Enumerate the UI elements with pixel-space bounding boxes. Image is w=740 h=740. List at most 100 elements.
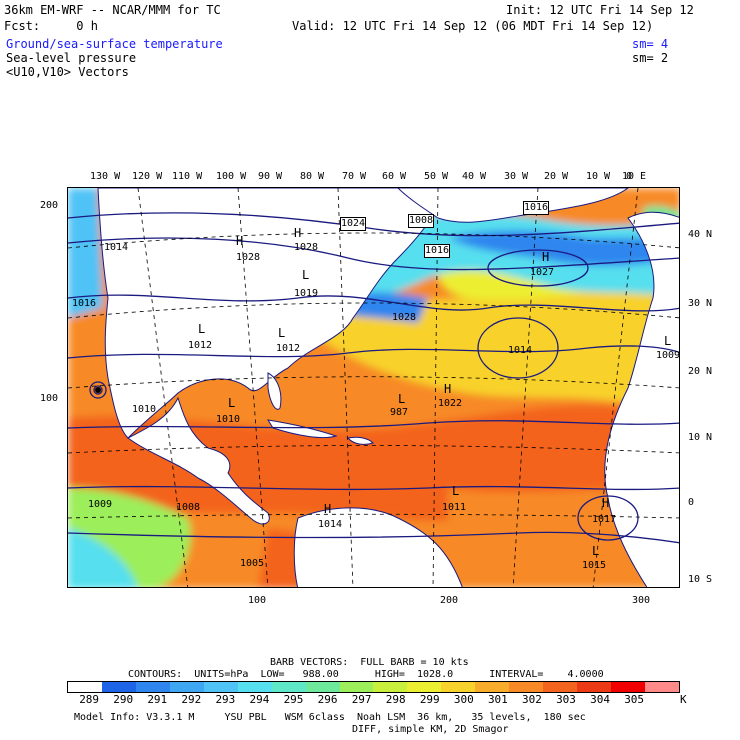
low-marker: L <box>452 484 460 498</box>
grid-x-tick-300: 300 <box>632 595 651 606</box>
field-sst-label: Ground/sea-surface temperature <box>6 37 223 51</box>
pressure-label: 1024 <box>340 217 367 231</box>
forecast-hour: Fcst: 0 h <box>4 19 98 33</box>
pressure-label: 1028 <box>392 312 417 323</box>
colorbar-swatch <box>101 682 136 692</box>
contours-info: CONTOURS: UNITS=hPa LOW= 988.00 HIGH= 10… <box>128 669 604 680</box>
high-marker: H <box>542 250 550 264</box>
longitude-tick: 0 <box>626 171 633 182</box>
pressure-label: 1010 <box>216 414 241 425</box>
grid-x-tick-100: 100 <box>248 595 267 606</box>
grid-y-tick-200: 200 <box>40 200 59 211</box>
latitude-tick: 10 N <box>688 432 713 443</box>
colorbar-swatch <box>475 682 510 692</box>
pressure-label: 1014 <box>104 242 129 253</box>
colorbar-swatch <box>373 682 408 692</box>
low-marker: L <box>198 322 206 336</box>
pressure-label: 1005 <box>240 558 265 569</box>
colorbar-label: 291 <box>147 693 168 706</box>
colorbar-swatch <box>611 682 645 692</box>
longitude-tick: 80 W <box>300 171 325 182</box>
pressure-contours <box>68 212 679 544</box>
high-marker: H <box>294 226 302 240</box>
pressure-label: 1011 <box>442 502 467 513</box>
pressure-label: 1008 <box>176 502 201 513</box>
low-marker: L <box>302 268 310 282</box>
model-info: Model Info: V3.3.1 M YSU PBL WSM 6class … <box>74 712 586 723</box>
model-title: 36km EM-WRF -- NCAR/MMM for TC <box>4 3 221 17</box>
longitude-tick: 10 E <box>622 171 647 182</box>
colorbar-unit: K <box>680 693 687 706</box>
pressure-label: 1016 <box>424 244 451 258</box>
longitude-tick: 10 W <box>586 171 611 182</box>
colorbar-label: 304 <box>590 693 610 706</box>
low-marker: L <box>398 392 406 406</box>
pressure-label: 1015 <box>582 560 607 571</box>
colorbar-label: 302 <box>522 693 542 706</box>
landmass <box>97 188 679 587</box>
colorbar-swatch <box>644 682 679 692</box>
colorbar-label: 300 <box>453 693 474 706</box>
latitude-tick: 20 N <box>688 366 713 377</box>
colorbar-swatch <box>203 682 238 692</box>
map-svg <box>68 188 679 587</box>
pressure-label: 1014 <box>508 345 533 356</box>
colorbar-swatch <box>339 682 374 692</box>
colorbar-label: 294 <box>249 693 270 706</box>
high-marker: H <box>324 502 332 516</box>
colorbar-label: 298 <box>385 693 406 706</box>
colorbar-label: 296 <box>317 693 338 706</box>
pressure-label: 1009 <box>656 350 680 361</box>
longitude-tick: 30 W <box>504 171 529 182</box>
pressure-label: 1016 <box>72 298 97 309</box>
colorbar-swatch <box>509 682 544 692</box>
colorbar-label: 301 <box>487 693 508 706</box>
high-marker: H <box>444 382 452 396</box>
low-marker: L <box>228 396 236 410</box>
colorbar-label: 299 <box>419 693 440 706</box>
init-time: Init: 12 UTC Fri 14 Sep 12 <box>506 3 694 17</box>
valid-time: Valid: 12 UTC Fri 14 Sep 12 (06 MDT Fri … <box>292 19 654 33</box>
pressure-label: 1017 <box>592 514 617 525</box>
colorbar-swatch <box>135 682 170 692</box>
grid-y-tick-100: 100 <box>40 393 59 404</box>
colorbar-swatch <box>543 682 578 692</box>
field-sst-smoothing: sm= 4 <box>632 37 669 51</box>
field-wind-label: <U10,V10> Vectors <box>6 65 129 79</box>
latitude-tick: 0 <box>688 497 695 508</box>
colorbar-swatch <box>407 682 442 692</box>
map-panel: 1014 1016 1024 1008 1016 1016 1028 1028 … <box>67 187 680 588</box>
longitude-tick: 120 W <box>132 171 163 182</box>
colorbar-swatch <box>441 682 476 692</box>
colorbar-swatch <box>305 682 340 692</box>
pressure-label: 987 <box>390 407 409 418</box>
longitude-tick: 20 W <box>544 171 569 182</box>
cyclone-marker <box>95 387 101 393</box>
colorbar-label: 297 <box>351 693 372 706</box>
longitude-tick: 70 W <box>342 171 367 182</box>
longitude-tick: 110 W <box>172 171 203 182</box>
pressure-label: 1028 <box>236 252 261 263</box>
colorbar-label: 295 <box>283 693 304 706</box>
colorbar-swatch <box>577 682 611 692</box>
barb-vectors-info: BARB VECTORS: FULL BARB = 10 kts <box>270 657 469 668</box>
high-marker: H <box>602 496 610 510</box>
colorbar-labels: 289 290 291 292 293 294 295 296 297 298 299 300 301 3… <box>67 694 680 706</box>
longitude-tick: 60 W <box>382 171 407 182</box>
pressure-label: 1022 <box>438 398 463 409</box>
temperature-colorbar <box>67 681 680 693</box>
model-physics: DIFF, simple KM, 2D Smagor <box>352 724 509 735</box>
colorbar-label-spacer <box>646 694 680 706</box>
pressure-label: 1010 <box>132 404 157 415</box>
grid-x-tick-200: 200 <box>440 595 459 606</box>
colorbar-swatch <box>169 682 204 692</box>
pressure-label: 1019 <box>294 288 319 299</box>
latitude-tick: 10 S <box>688 574 713 585</box>
colorbar-label: 305 <box>624 693 645 706</box>
pressure-label: 1012 <box>188 340 213 351</box>
low-marker: L <box>592 544 600 558</box>
colorbar-label: 289 <box>79 693 100 706</box>
colorbar-swatch <box>237 682 272 692</box>
colorbar-swatch <box>271 682 306 692</box>
pressure-label: 1009 <box>88 499 113 510</box>
